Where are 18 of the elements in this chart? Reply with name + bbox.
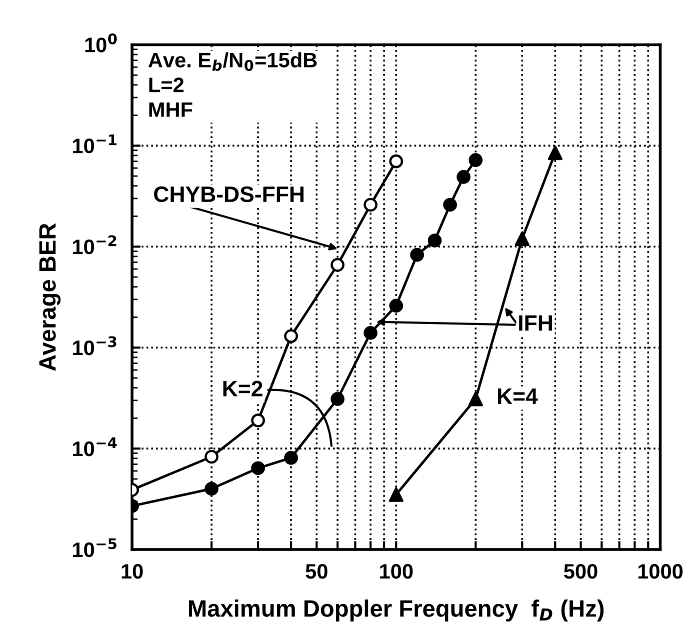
annotation: IFH [519,315,552,331]
y-tick-label: 10$^{−2}$ [73,235,116,254]
annotation: K=2 [223,380,262,396]
x-tick-label: 10 [122,564,143,579]
x-axis-title: Maximum Doppler Frequency f$_{D}$ (Hz) [189,600,604,622]
y-tick-label: 10$^{0}$ [85,33,117,52]
y-tick-label: 10$^{−1}$ [73,134,116,154]
text: Ave. E$_{b}$/N$_{0}$=15dB L=2 MHF [148,52,317,117]
x-tick-label: 100 [380,564,413,579]
x-tick-label: 1000 [638,564,683,579]
y-tick-label: 10$^{−5}$ [73,538,116,558]
annotation: K=4 [498,388,538,404]
annotation: CHYB-DS-FFH [154,186,304,202]
y-tick-label: 10$^{−4}$ [73,437,117,456]
x-tick-label: 50 [306,564,328,579]
y-tick-label: 10$^{−3}$ [73,336,116,356]
x-tick-label: 500 [564,564,598,579]
y-axis-title: Average BER [39,223,61,371]
